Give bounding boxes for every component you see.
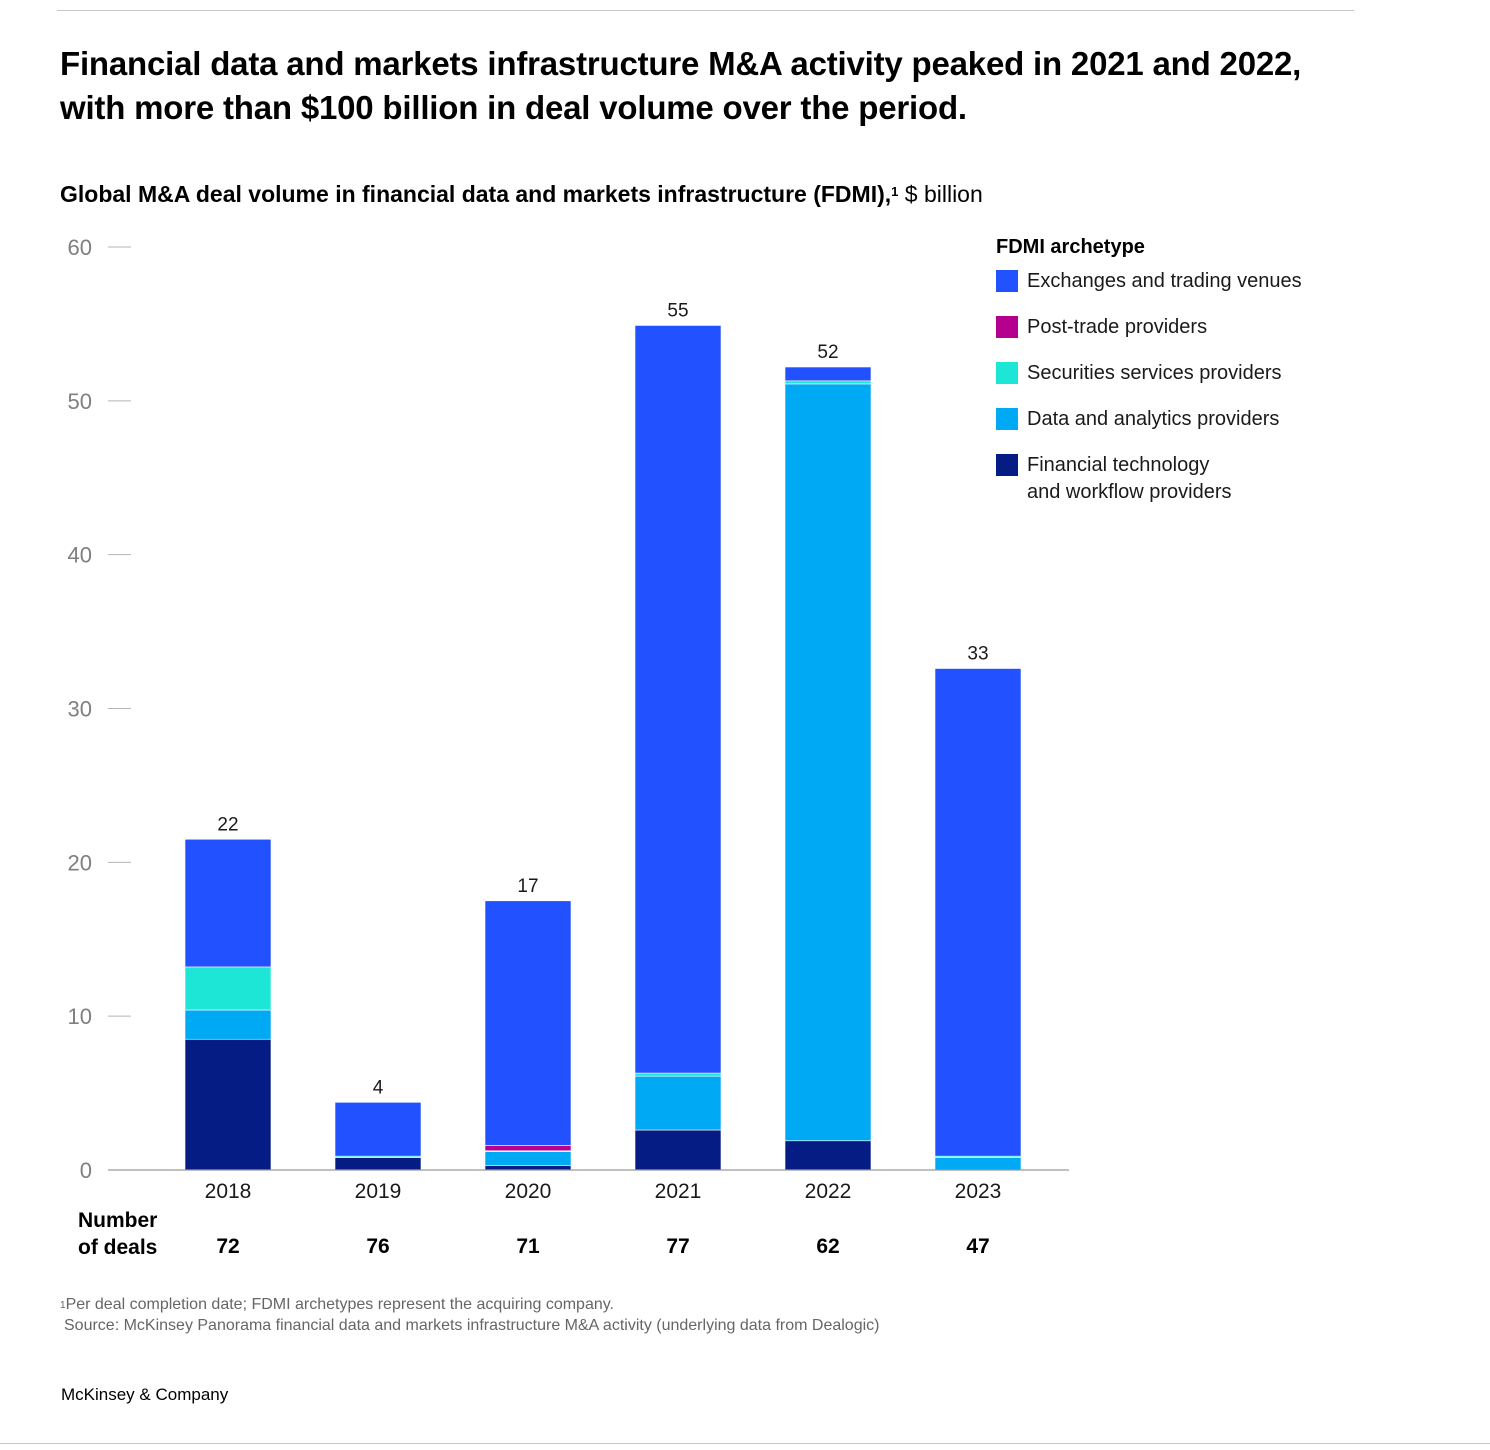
legend-item: Securities services providers bbox=[996, 360, 1416, 387]
footnote: 1Per deal completion date; FDMI archetyp… bbox=[60, 1294, 1260, 1336]
bar-segment bbox=[784, 366, 872, 382]
bar-segment bbox=[484, 1151, 572, 1166]
bar-total-label: 4 bbox=[373, 1077, 384, 1098]
y-tick-label: 60 bbox=[68, 235, 92, 260]
headline: Financial data and markets infrastructur… bbox=[60, 45, 1302, 126]
footnote-marker: 1 bbox=[60, 1300, 66, 1311]
x-tick-label: 2022 bbox=[805, 1180, 852, 1203]
legend-title: FDMI archetype bbox=[996, 236, 1145, 258]
legend-swatch bbox=[996, 270, 1018, 292]
legend-label: Financial technology and workflow provide… bbox=[1027, 454, 1232, 503]
bar-total-label: 22 bbox=[217, 814, 238, 835]
deals-count: 47 bbox=[966, 1235, 989, 1258]
footnote-line: 1Per deal completion date; FDMI archetyp… bbox=[60, 1294, 1260, 1315]
legend-label: Exchanges and trading venues bbox=[1027, 270, 1302, 292]
bar-segment bbox=[934, 1157, 1022, 1171]
bar-segment bbox=[334, 1157, 422, 1171]
bar-segment bbox=[634, 1072, 722, 1077]
bar-segment bbox=[784, 380, 872, 385]
bar-total-label: 52 bbox=[817, 342, 838, 363]
x-tick-label: 2020 bbox=[505, 1180, 552, 1203]
deals-count: 71 bbox=[516, 1235, 540, 1258]
bar-segment bbox=[634, 1129, 722, 1171]
deals-count: 72 bbox=[216, 1235, 239, 1258]
footnote-reference: 1 bbox=[891, 184, 899, 199]
x-tick-label: 2023 bbox=[955, 1180, 1002, 1203]
legend-label: Post-trade providers bbox=[1027, 316, 1208, 338]
y-tick-label: 40 bbox=[68, 543, 92, 568]
legend-item: Exchanges and trading venues bbox=[996, 268, 1416, 295]
bar-total-label: 55 bbox=[667, 300, 688, 321]
footnote-text: Per deal completion date; FDMI archetype… bbox=[65, 1296, 614, 1313]
bar-segment bbox=[934, 668, 1022, 1157]
chart-subtitle: Global M&A deal volume in financial data… bbox=[60, 178, 1260, 210]
bar-segment bbox=[484, 1165, 572, 1171]
deals-count: 76 bbox=[366, 1235, 389, 1258]
x-tick-label: 2019 bbox=[355, 1180, 402, 1203]
source-note: Source: McKinsey Panorama financial data… bbox=[64, 1317, 880, 1334]
y-tick-label: 50 bbox=[68, 389, 92, 414]
legend-swatch bbox=[996, 362, 1018, 384]
y-tick-label: 10 bbox=[68, 1004, 92, 1029]
bar-segment bbox=[784, 1140, 872, 1171]
legend-label: Data and analytics providers bbox=[1027, 408, 1280, 430]
deals-count: 77 bbox=[666, 1235, 689, 1258]
legend-label: Securities services providers bbox=[1027, 362, 1282, 384]
brand-logo-text: McKinsey & Company bbox=[61, 1385, 229, 1404]
legend-item: Post-trade providers bbox=[996, 314, 1416, 341]
deals-row-label: Number bbox=[78, 1209, 157, 1232]
y-tick-label: 20 bbox=[68, 850, 92, 875]
bar-segment bbox=[634, 325, 722, 1074]
chart-title: Global M&A deal volume in financial data… bbox=[60, 181, 892, 207]
deals-count: 62 bbox=[816, 1235, 839, 1258]
bar-segment bbox=[184, 1009, 272, 1040]
stacked-bar-chart: 0 10 20 30 40 50 60 22 2018 72 4 2019 76 17 2020 71 55 20… bbox=[68, 235, 1069, 1259]
bottom-rule bbox=[0, 1443, 1490, 1444]
legend-swatch bbox=[996, 408, 1018, 430]
bar-segment bbox=[784, 383, 872, 1142]
bar-segment bbox=[184, 838, 272, 968]
y-tick-label: 0 bbox=[80, 1158, 92, 1183]
legend-items: Exchanges and trading venues Post-trade p… bbox=[996, 268, 1416, 506]
legend-swatch bbox=[996, 454, 1018, 476]
legend-swatch bbox=[996, 316, 1018, 338]
legend-item: Financial technology and workflow provide… bbox=[996, 452, 1416, 506]
y-tick-label: 30 bbox=[68, 697, 92, 722]
x-tick-label: 2021 bbox=[655, 1180, 702, 1203]
bar-segment bbox=[184, 966, 272, 1011]
bar-segment bbox=[334, 1102, 422, 1157]
bar-segment bbox=[634, 1075, 722, 1131]
x-tick-label: 2018 bbox=[205, 1180, 252, 1203]
bar-segment bbox=[184, 1038, 272, 1171]
legend-item: Data and analytics providers bbox=[996, 406, 1416, 433]
bar-segment bbox=[484, 1145, 572, 1152]
deals-row-label: of deals bbox=[78, 1236, 157, 1259]
top-rule bbox=[57, 10, 1354, 11]
legend: FDMI archetype Exchanges and trading ven… bbox=[996, 232, 1416, 525]
bar-total-label: 17 bbox=[517, 876, 538, 897]
bar-total-label: 33 bbox=[967, 644, 988, 665]
unit-label: $ billion bbox=[904, 181, 983, 207]
bar-segment bbox=[484, 900, 572, 1146]
